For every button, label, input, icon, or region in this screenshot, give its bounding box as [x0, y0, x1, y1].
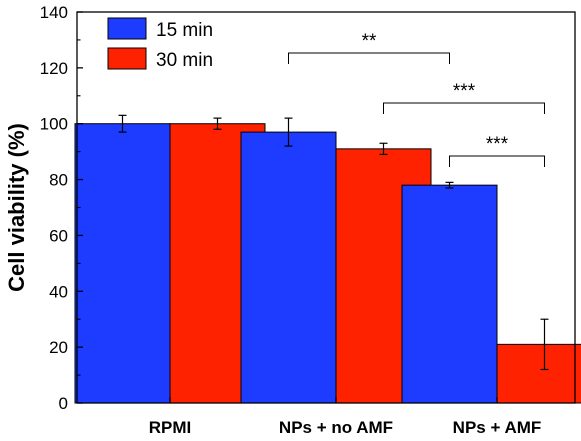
bar-series1-1 — [240, 131, 337, 404]
significance-label: *** — [486, 134, 509, 155]
bar-series2-2 — [496, 343, 581, 404]
significance-bracket-line — [449, 155, 545, 167]
x-category-label: RPMI — [149, 418, 192, 437]
bar-series1-0 — [74, 123, 171, 404]
error-bars-layer — [118, 114, 549, 371]
significance-bracket: ** — [288, 31, 450, 64]
significance-bracket: *** — [449, 134, 545, 167]
y-tick-label: 0 — [59, 394, 68, 413]
legend: 15 min 30 min — [107, 17, 213, 71]
y-axis-title: Cell viability (%) — [4, 123, 29, 292]
bar-series1-2 — [401, 184, 498, 404]
legend-swatch-2 — [107, 47, 147, 70]
legend-label-2: 30 min — [156, 50, 213, 71]
y-tick-label: 60 — [49, 226, 68, 245]
y-tick-label: 100 — [40, 115, 68, 134]
y-tick-label: 120 — [40, 59, 68, 78]
significance-layer: ******** — [288, 31, 545, 167]
y-tick-label: 40 — [49, 282, 68, 301]
x-category-label: NPs + AMF — [453, 418, 542, 437]
y-tick-label: 20 — [49, 338, 68, 357]
x-category-label: NPs + no AMF — [279, 418, 393, 437]
significance-bracket-line — [288, 52, 450, 64]
y-tick-label: 80 — [49, 171, 68, 190]
y-tick-label: 140 — [40, 3, 68, 22]
legend-swatch-1 — [107, 17, 147, 40]
significance-bracket-line — [383, 102, 545, 114]
significance-bracket: *** — [383, 81, 545, 114]
significance-label: *** — [453, 81, 476, 102]
legend-label-1: 15 min — [156, 20, 213, 41]
significance-label: ** — [362, 31, 377, 52]
bars-layer — [74, 123, 581, 404]
axes-layer: 0 20 40 60 80 100 120 140 RPMI NPs + no AMF NPs + … — [40, 3, 576, 437]
